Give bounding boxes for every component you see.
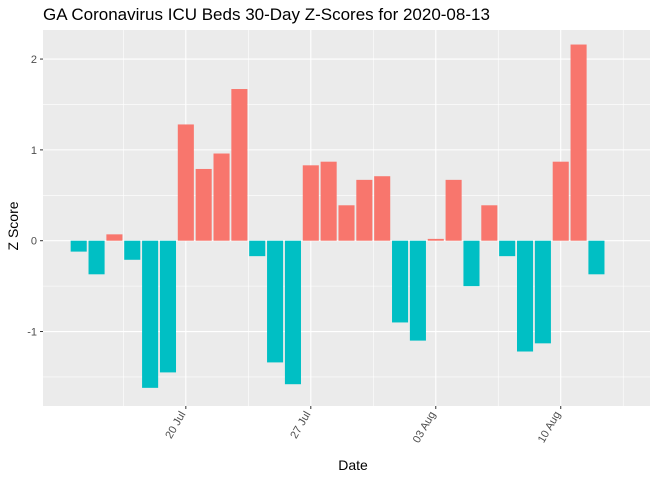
x-tick-label: 10 Aug (536, 410, 564, 446)
bar (70, 240, 87, 252)
bar (481, 205, 498, 241)
bar (517, 240, 534, 352)
x-axis-title: Date (338, 457, 368, 473)
bar (499, 240, 516, 257)
x-axis: 20 Jul 27 Jul 03 Aug 10 Aug (163, 406, 563, 445)
x-tick-label: 20 Jul (163, 410, 188, 441)
bar (88, 240, 105, 275)
bar (249, 240, 266, 257)
bar (338, 205, 355, 241)
y-tick-label: 2 (31, 54, 37, 66)
bar (124, 240, 141, 260)
bar (534, 240, 551, 344)
bar (552, 161, 569, 241)
bar (570, 44, 587, 241)
bar (231, 89, 248, 241)
bar (320, 161, 337, 241)
bar (427, 238, 444, 241)
y-tick-label: 0 (31, 236, 37, 248)
bar (374, 176, 391, 241)
bar (392, 240, 409, 323)
y-tick-label: 1 (31, 145, 37, 157)
bar (588, 240, 605, 275)
bar (284, 240, 301, 385)
bar (409, 240, 426, 341)
bars (70, 44, 605, 388)
bar (142, 240, 159, 388)
bar (159, 240, 177, 373)
y-axis: -1 0 1 2 (27, 54, 43, 339)
bar (302, 165, 319, 241)
bar (213, 153, 230, 241)
bar (356, 179, 373, 241)
bar (106, 234, 123, 241)
bar (267, 240, 284, 363)
bar (445, 179, 462, 241)
chart-title: GA Coronavirus ICU Beds 30-Day Z-Scores … (43, 5, 490, 24)
y-tick-label: -1 (27, 327, 37, 339)
bar (463, 240, 480, 287)
y-axis-title: Z Score (5, 201, 21, 250)
x-tick-label: 03 Aug (411, 410, 439, 446)
bar (177, 124, 194, 241)
x-tick-label: 27 Jul (288, 410, 313, 441)
bar (195, 168, 212, 241)
